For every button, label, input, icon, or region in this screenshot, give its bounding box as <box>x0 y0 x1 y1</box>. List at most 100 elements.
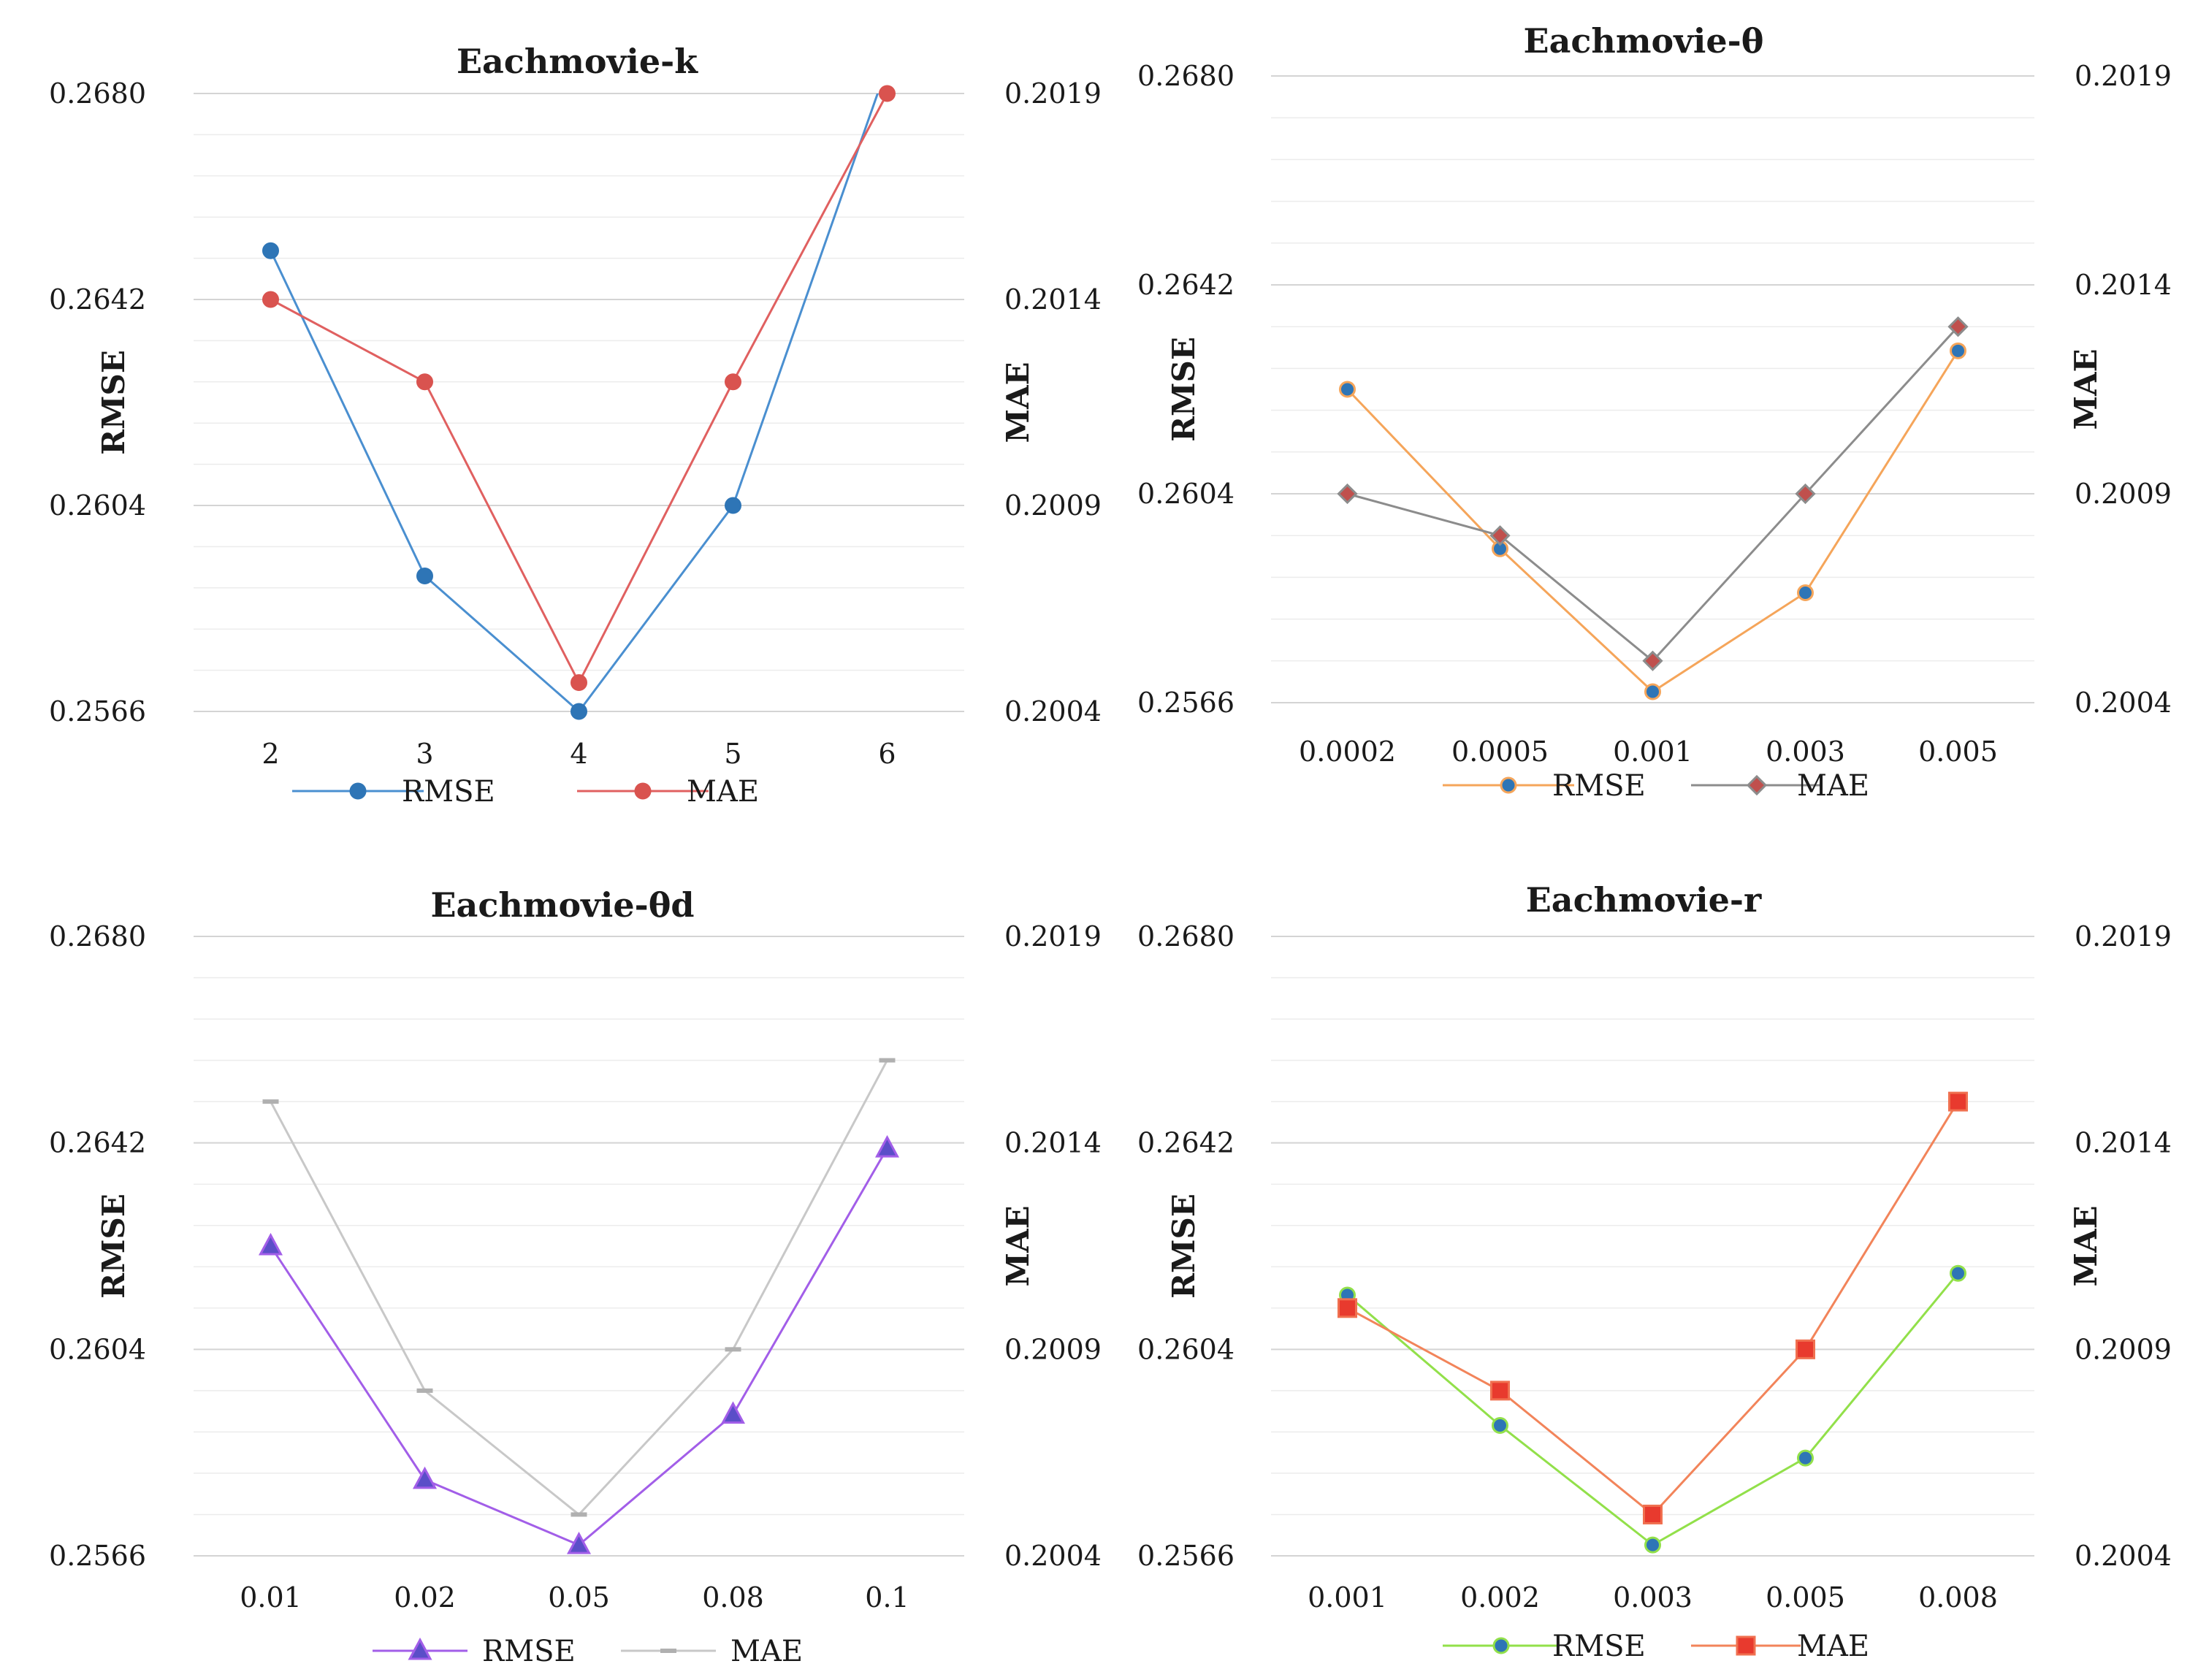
legend-label: MAE <box>687 775 759 809</box>
legend-entry-rmse: RMSE <box>1443 1630 1646 1663</box>
gridlines <box>1271 75 2034 703</box>
left-axis-tick-label: 0.2604 <box>49 489 146 522</box>
data-point-rmse <box>1492 1416 1508 1434</box>
chart-title: Eachmovie-k <box>457 42 698 81</box>
series-rmse <box>1339 342 1966 700</box>
series-mae <box>1338 1091 1968 1524</box>
right-axis-tick-label: 0.2004 <box>1004 1540 1102 1572</box>
legend-label: MAE <box>730 1635 803 1668</box>
right-axis-tick-label: 0.2014 <box>1004 283 1102 316</box>
right-axis-tick-label: 0.2019 <box>1004 77 1102 110</box>
data-point-mae <box>1947 316 1969 337</box>
left-axis-tick-label: 0.2680 <box>1137 60 1235 92</box>
x-axis-tick-label: 0.0005 <box>1451 736 1549 768</box>
x-axis-tick-label: 0.005 <box>1766 1581 1845 1614</box>
legend-label: RMSE <box>402 775 495 809</box>
legend-marker <box>1736 1635 1756 1656</box>
x-axis-tick-label: 0.05 <box>548 1581 610 1614</box>
legend-marker <box>1746 774 1768 796</box>
data-point-mae <box>725 1347 741 1352</box>
data-point-mae <box>416 1388 433 1393</box>
gridlines <box>194 93 964 712</box>
legend-entry-mae: MAE <box>577 775 759 809</box>
left-axis-tick-label: 0.2604 <box>49 1333 146 1365</box>
data-point-mae <box>571 674 587 692</box>
legend-entry-rmse: RMSE <box>373 1635 576 1668</box>
legend-label: RMSE <box>482 1635 576 1668</box>
data-point-mae <box>1338 1298 1357 1318</box>
data-point-rmse <box>1644 683 1661 700</box>
x-axis-tick-label: 0.005 <box>1918 736 1998 768</box>
chart-panel-1: Eachmovie-k 0.2566 0.2604 0.2642 0.2680 0.200… <box>49 42 1102 809</box>
series-line-rmse <box>1346 1272 1959 1546</box>
right-axis-tick-label: 0.2014 <box>2075 269 2172 301</box>
series-line-mae <box>270 1059 888 1516</box>
data-point-mae <box>571 1512 587 1517</box>
right-axis-tick-label: 0.2019 <box>2075 60 2172 92</box>
legend-label: RMSE <box>1552 769 1646 803</box>
left-axis-tick-label: 0.2680 <box>49 920 146 952</box>
left-axis-tick-label: 0.2566 <box>1137 687 1235 719</box>
left-axis-tick-label: 0.2566 <box>49 1540 146 1572</box>
data-point-rmse <box>1339 381 1356 398</box>
x-axis-tick-label: 0.003 <box>1766 736 1845 768</box>
left-axis-title: RMSE <box>1166 337 1202 442</box>
chart-title: Eachmovie-θd <box>430 885 694 925</box>
right-axis-tick-label: 0.2014 <box>1004 1127 1102 1159</box>
x-axis-tick-label: 5 <box>724 738 741 770</box>
legend-entry-rmse: RMSE <box>292 775 495 809</box>
chart-title: Eachmovie-r <box>1526 880 1762 920</box>
x-axis-tick-label: 0.1 <box>865 1581 909 1614</box>
x-axis-tick-label: 2 <box>262 738 279 770</box>
series-line-rmse <box>270 93 879 711</box>
data-point-rmse <box>720 1401 746 1424</box>
right-axis-tick-label: 0.2009 <box>2075 478 2172 510</box>
data-point-mae <box>1337 483 1358 505</box>
legend-marker <box>634 782 652 800</box>
left-axis-tick-label: 0.2680 <box>1137 920 1235 952</box>
legend-entry-mae: MAE <box>1691 769 1869 803</box>
legend-entry-mae: MAE <box>621 1635 803 1668</box>
right-axis-title: MAE <box>2068 348 2104 429</box>
right-axis-tick-label: 0.2009 <box>1004 1333 1102 1365</box>
right-axis-tick-label: 0.2019 <box>1004 920 1102 952</box>
x-axis-tick-label: 0.01 <box>240 1581 302 1614</box>
legend-marker <box>408 1637 432 1660</box>
right-axis-tick-label: 0.2004 <box>2075 687 2172 719</box>
series-line-rmse <box>1346 350 1959 693</box>
data-point-rmse <box>412 1466 438 1489</box>
data-point-mae <box>1489 525 1511 546</box>
left-axis-title: RMSE <box>96 1194 131 1299</box>
x-axis-tick-label: 6 <box>878 738 896 770</box>
data-point-rmse <box>1950 1264 1966 1282</box>
x-axis-tick-label: 0.08 <box>702 1581 764 1614</box>
data-point-mae <box>416 373 433 391</box>
x-axis-tick-label: 0.001 <box>1613 736 1693 768</box>
left-axis-tick-label: 0.2642 <box>49 1127 146 1159</box>
data-point-rmse <box>725 497 741 514</box>
left-axis-title: RMSE <box>1166 1194 1202 1299</box>
gridlines <box>194 936 964 1557</box>
legend-label: MAE <box>1797 1630 1869 1663</box>
legend-label: MAE <box>1797 769 1869 803</box>
right-axis-tick-label: 0.2009 <box>2075 1333 2172 1365</box>
data-point-mae <box>879 85 896 102</box>
chart-panel-3: Eachmovie-θd 0.2566 0.2604 0.2642 0.2680 0.20… <box>49 885 1102 1668</box>
series-rmse <box>258 1134 900 1554</box>
data-point-mae <box>725 373 741 391</box>
right-axis-tick-label: 0.2014 <box>2075 1127 2172 1159</box>
legend-entry-mae: MAE <box>1691 1630 1869 1663</box>
legend-marker <box>1500 776 1517 794</box>
legend-label: RMSE <box>1552 1630 1646 1663</box>
data-point-mae <box>1490 1381 1510 1401</box>
data-point-mae <box>879 1058 896 1063</box>
left-axis-tick-label: 0.2642 <box>1137 1127 1235 1159</box>
data-point-rmse <box>262 242 279 259</box>
legend-marker <box>349 782 367 800</box>
data-point-mae <box>1642 650 1663 671</box>
right-axis-title: MAE <box>1000 362 1036 443</box>
chart-title: Eachmovie-θ <box>1524 21 1764 61</box>
chart-panel-2: Eachmovie-θ 0.2566 0.2604 0.2642 0.2680 0.200… <box>1137 21 2172 803</box>
series-line-rmse <box>270 1148 888 1546</box>
